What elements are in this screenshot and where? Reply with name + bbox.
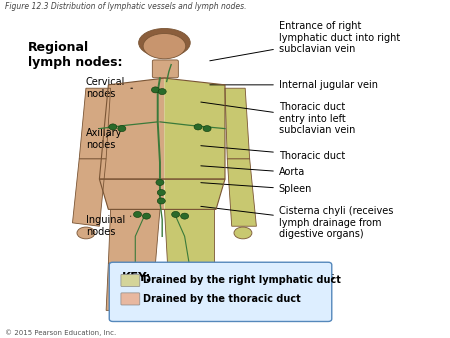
Ellipse shape bbox=[77, 227, 95, 239]
Ellipse shape bbox=[177, 311, 206, 320]
Polygon shape bbox=[99, 179, 164, 210]
FancyBboxPatch shape bbox=[121, 274, 140, 287]
Circle shape bbox=[118, 126, 126, 131]
Circle shape bbox=[109, 124, 117, 130]
Circle shape bbox=[157, 198, 165, 204]
Text: Spleen: Spleen bbox=[201, 183, 312, 194]
Text: Cervical
nodes: Cervical nodes bbox=[86, 77, 132, 99]
Text: Internal jugular vein: Internal jugular vein bbox=[210, 80, 378, 90]
Text: Thoracic duct
entry into left
subclavian vein: Thoracic duct entry into left subclavian… bbox=[201, 102, 355, 135]
Circle shape bbox=[157, 190, 165, 196]
Circle shape bbox=[143, 213, 151, 219]
Ellipse shape bbox=[114, 311, 143, 320]
Circle shape bbox=[171, 211, 180, 217]
FancyBboxPatch shape bbox=[109, 262, 332, 321]
Circle shape bbox=[203, 126, 211, 131]
Circle shape bbox=[180, 213, 189, 219]
Text: Entrance of right
lymphatic duct into right
subclavian vein: Entrance of right lymphatic duct into ri… bbox=[210, 21, 400, 61]
FancyBboxPatch shape bbox=[121, 293, 140, 305]
Text: © 2015 Pearson Education, Inc.: © 2015 Pearson Education, Inc. bbox=[5, 329, 117, 336]
Text: KEY:: KEY: bbox=[122, 271, 151, 284]
Polygon shape bbox=[99, 78, 164, 179]
FancyBboxPatch shape bbox=[152, 60, 178, 78]
Ellipse shape bbox=[139, 28, 190, 57]
Circle shape bbox=[156, 179, 164, 186]
Text: Cisterna chyli (receives
lymph drainage from
digestive organs): Cisterna chyli (receives lymph drainage … bbox=[201, 206, 393, 239]
Circle shape bbox=[152, 87, 159, 93]
Ellipse shape bbox=[234, 227, 252, 239]
Polygon shape bbox=[227, 159, 256, 226]
Text: Figure 12.3 Distribution of lymphatic vessels and lymph nodes.: Figure 12.3 Distribution of lymphatic ve… bbox=[5, 2, 247, 11]
Text: Axillary
nodes: Axillary nodes bbox=[86, 128, 122, 149]
Circle shape bbox=[194, 124, 202, 130]
Polygon shape bbox=[106, 263, 155, 310]
Text: Lymphatics: Lymphatics bbox=[201, 264, 334, 282]
Circle shape bbox=[158, 89, 166, 95]
Text: Inguinal
nodes: Inguinal nodes bbox=[86, 215, 131, 237]
Polygon shape bbox=[79, 88, 111, 159]
Ellipse shape bbox=[143, 33, 186, 59]
Polygon shape bbox=[166, 263, 214, 310]
Polygon shape bbox=[164, 179, 225, 210]
Polygon shape bbox=[108, 210, 160, 263]
Text: Thoracic duct: Thoracic duct bbox=[201, 146, 345, 161]
Text: Drained by the right lymphatic duct: Drained by the right lymphatic duct bbox=[144, 275, 341, 285]
Polygon shape bbox=[225, 88, 250, 159]
Text: Regional
lymph nodes:: Regional lymph nodes: bbox=[27, 41, 122, 69]
Circle shape bbox=[134, 211, 142, 217]
Polygon shape bbox=[164, 210, 214, 263]
Polygon shape bbox=[164, 78, 225, 179]
Text: Drained by the thoracic duct: Drained by the thoracic duct bbox=[144, 294, 301, 304]
Polygon shape bbox=[72, 159, 106, 226]
Text: Aorta: Aorta bbox=[201, 166, 305, 177]
